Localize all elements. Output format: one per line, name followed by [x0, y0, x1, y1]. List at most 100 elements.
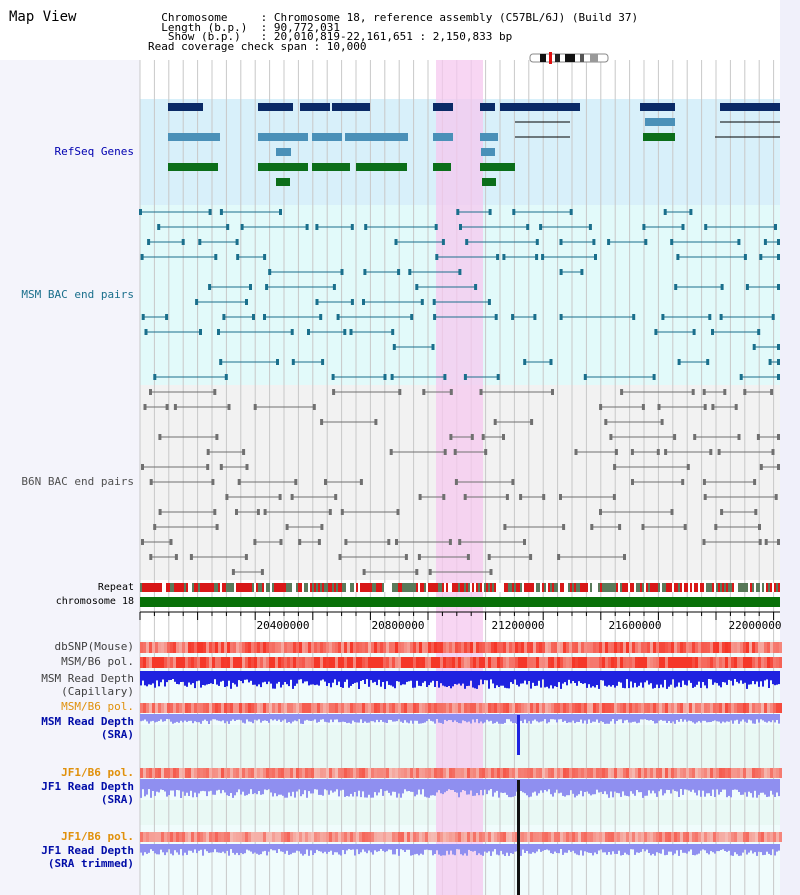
depth-bar [662, 671, 664, 688]
heat-cell [647, 642, 650, 653]
depth-bar [684, 844, 686, 853]
depth-bar [734, 671, 736, 679]
depth-bar [326, 844, 328, 854]
heat-cell [209, 768, 212, 778]
heat-cell [752, 768, 755, 778]
gene-row-6 [482, 178, 496, 186]
heat-cell [638, 703, 641, 713]
depth-bar [214, 671, 216, 680]
depth-bar [574, 714, 576, 724]
heat-cell [191, 703, 194, 713]
heat-cell [683, 768, 686, 778]
depth-bar [310, 844, 312, 851]
repeat-segment [504, 583, 506, 592]
depth-bar [532, 671, 534, 683]
heat-cell [224, 768, 227, 778]
depth-bar [420, 779, 422, 795]
heat-cell [578, 768, 581, 778]
depth-bar [724, 671, 726, 683]
heat-cell [533, 657, 536, 668]
heat-cell [713, 642, 716, 653]
bac-end [249, 284, 252, 290]
depth-bar [762, 844, 764, 856]
heat-cell [281, 642, 284, 653]
depth-bar [166, 671, 168, 683]
repeat-segment [758, 583, 760, 592]
depth-bar [542, 844, 544, 851]
heat-cell [380, 703, 383, 713]
depth-bar [236, 779, 238, 793]
heat-cell [518, 657, 521, 668]
heat-cell [767, 657, 770, 668]
heat-cell [722, 703, 725, 713]
repeat-segment [168, 583, 170, 592]
heat-cell [479, 768, 482, 778]
depth-bar [670, 844, 672, 852]
heat-cell [398, 832, 401, 842]
heat-cell [392, 657, 395, 668]
repeat-segment [422, 583, 424, 592]
bac-end [511, 479, 515, 485]
heat-cell [347, 832, 350, 842]
depth-bar [696, 671, 698, 685]
depth-bar [628, 779, 630, 797]
bac-end [428, 569, 432, 575]
depth-bar [748, 779, 750, 792]
depth-bar [454, 844, 456, 856]
depth-bar [364, 844, 366, 852]
depth-bar [568, 779, 570, 796]
heat-cell [515, 832, 518, 842]
depth-bar [370, 714, 372, 722]
depth-bar [238, 844, 240, 856]
repeat-segment [688, 583, 690, 592]
depth-bar [748, 714, 750, 720]
heat-cell [146, 832, 149, 842]
depth-bar [228, 844, 230, 856]
heat-cell [245, 768, 248, 778]
repeat-segment [292, 583, 294, 592]
heat-cell [194, 832, 197, 842]
heat-cell [662, 832, 665, 842]
heat-cell [632, 832, 635, 842]
depth-bar [606, 671, 608, 687]
bac-end [174, 554, 178, 560]
heat-cell [167, 832, 170, 842]
heat-cell [311, 832, 314, 842]
gene-row-4 [276, 148, 291, 156]
depth-bar [150, 779, 152, 798]
depth-bar [536, 779, 538, 796]
repeat-segment [570, 583, 572, 592]
bac-end [768, 359, 772, 365]
depth-bar [360, 714, 362, 720]
depth-bar [354, 779, 356, 792]
depth-bar [368, 671, 370, 687]
repeat-segment [378, 583, 380, 592]
bac-end [674, 284, 678, 290]
depth-bar [550, 714, 552, 720]
heat-cell [479, 703, 482, 713]
heat-cell [647, 832, 650, 842]
depth-bar [142, 671, 144, 681]
repeat-segment [332, 583, 334, 592]
depth-bar [180, 714, 182, 721]
depth-bar [624, 714, 626, 721]
depth-bar [584, 671, 586, 684]
repeat-segment [740, 583, 742, 592]
bac-end [641, 524, 645, 530]
repeat-segment [310, 583, 312, 592]
heat-cell [287, 832, 290, 842]
depth-bar [402, 671, 404, 685]
heat-cell [143, 768, 146, 778]
heat-cell [572, 657, 575, 668]
bac-end [523, 359, 527, 365]
depth-bar [418, 714, 420, 724]
heat-cell [428, 657, 431, 668]
depth-bar [558, 779, 560, 794]
depth-bar [588, 844, 590, 853]
depth-bar [218, 779, 220, 790]
bac-end [157, 224, 161, 230]
depth-bar [724, 844, 726, 851]
repeat-segment [232, 583, 234, 592]
bac-end [774, 494, 778, 500]
